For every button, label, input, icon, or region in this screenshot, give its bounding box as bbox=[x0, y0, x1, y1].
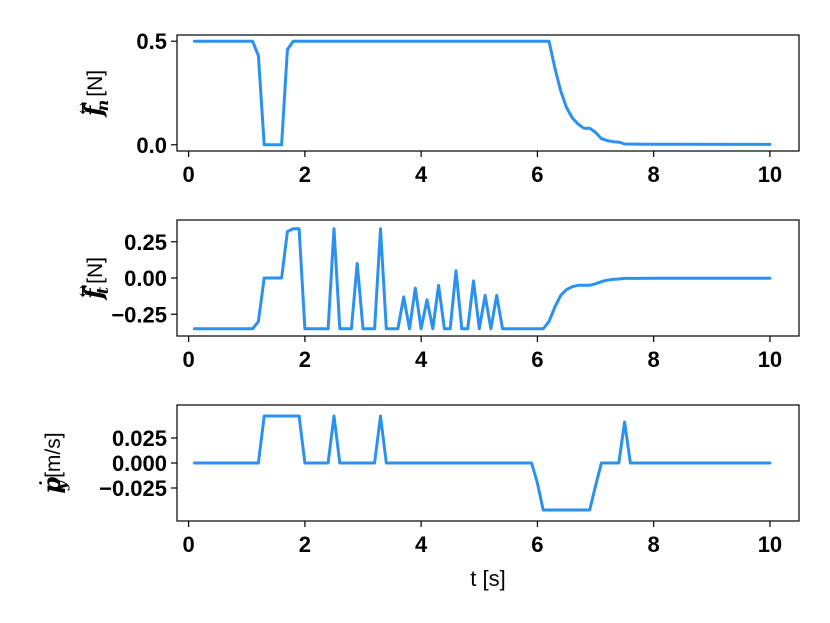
series-line bbox=[192, 39, 772, 147]
y-axis-label: f↔t [N] bbox=[73, 257, 112, 301]
y-label-unit: [N] bbox=[84, 70, 107, 97]
y-label-symbol: f bbox=[79, 285, 108, 301]
x-tick-label: 10 bbox=[758, 347, 782, 372]
y-label-accent: ↔ bbox=[73, 101, 92, 114]
x-tick-label: 4 bbox=[415, 532, 428, 557]
y-label-symbol: f bbox=[79, 102, 108, 118]
y-label-unit: [m/s] bbox=[42, 432, 65, 478]
y-axis-label: p·y[m/s] bbox=[31, 432, 70, 493]
x-tick-label: 8 bbox=[648, 347, 660, 372]
y-label-unit: [N] bbox=[84, 257, 107, 284]
x-tick-label: 0 bbox=[183, 162, 195, 187]
x-tick-label: 0 bbox=[183, 532, 195, 557]
x-axis-label: t [s] bbox=[470, 566, 505, 591]
y-label-symbol: p bbox=[37, 477, 66, 494]
x-tick-label: 4 bbox=[415, 347, 428, 372]
x-tick-label: 2 bbox=[299, 347, 311, 372]
x-tick-label: 2 bbox=[299, 162, 311, 187]
x-tick-label: 10 bbox=[758, 162, 782, 187]
x-tick-label: 8 bbox=[648, 532, 660, 557]
series-line bbox=[192, 227, 772, 331]
y-label-subscript: y bbox=[51, 479, 70, 491]
y-axis-label: f↔n [N] bbox=[73, 70, 112, 118]
y-label-subscript: n bbox=[93, 100, 112, 112]
y-tick-label: 0.25 bbox=[124, 230, 167, 255]
y-tick-label: 0.0 bbox=[136, 133, 167, 158]
y-label-accent: ↔ bbox=[73, 284, 92, 297]
y-tick-label: 0.5 bbox=[136, 29, 167, 54]
y-tick-label: 0.00 bbox=[124, 266, 167, 291]
y-label-subscript: t bbox=[93, 286, 112, 294]
x-tick-label: 0 bbox=[183, 347, 195, 372]
y-tick-label: −0.25 bbox=[111, 302, 167, 327]
x-tick-label: 2 bbox=[299, 532, 311, 557]
y-tick-label: −0.025 bbox=[99, 476, 167, 501]
x-tick-label: 10 bbox=[758, 532, 782, 557]
y-label-accent: · bbox=[31, 480, 50, 486]
x-tick-label: 6 bbox=[531, 347, 543, 372]
y-tick-label: 0.000 bbox=[112, 451, 167, 476]
x-tick-label: 8 bbox=[648, 162, 660, 187]
panel-normal-force: 0 2 4 6 8 10 0.0 0.5 f↔n [N] bbox=[73, 29, 800, 187]
plot-frame bbox=[176, 34, 800, 152]
x-tick-label: 6 bbox=[531, 532, 543, 557]
x-tick-label: 4 bbox=[415, 162, 428, 187]
y-tick-label: 0.025 bbox=[112, 426, 167, 451]
x-tick-label: 6 bbox=[531, 162, 543, 187]
series-line bbox=[192, 414, 772, 512]
panel-tangential-force: 0 2 4 6 8 10 −0.25 0.00 0.25 f↔t [N] bbox=[73, 219, 800, 372]
